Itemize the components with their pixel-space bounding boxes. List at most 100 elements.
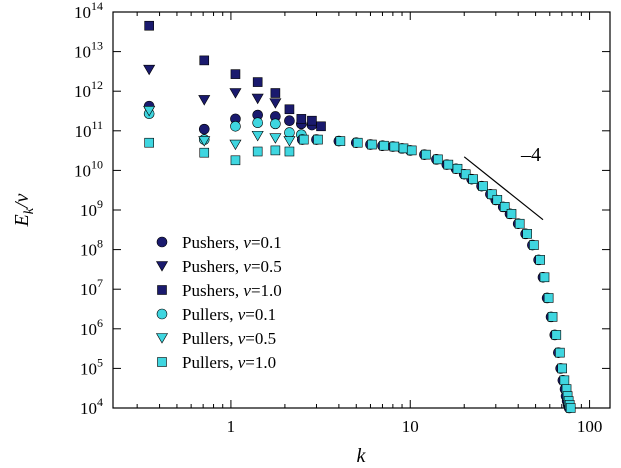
series-pushers-0-5 [143, 64, 282, 109]
curve-point-puller [433, 154, 443, 165]
legend-label: Pushers, v=0.1 [182, 233, 282, 252]
curve-point-puller [547, 312, 558, 322]
legend-marker [157, 285, 167, 295]
data-point [143, 64, 156, 76]
curve-point-puller [460, 169, 471, 180]
y-axis-title-group: Ek/v [11, 193, 37, 227]
curve-point-puller [522, 229, 532, 239]
data-point [199, 55, 210, 66]
data-point [252, 77, 263, 87]
curve-point-puller [492, 195, 503, 205]
legend-item: Pullers, v=0.5 [155, 329, 276, 348]
data-point [251, 130, 264, 142]
y-axis-ticks: 104 105 106 107 108 109 1010 1011 1012 1013 1014 [74, 0, 610, 418]
y-axis-title-denominator: /v [11, 193, 33, 209]
y-tick-label: 1012 [74, 78, 103, 101]
slope-annotation: –4 [463, 144, 544, 221]
curve-point-puller [335, 136, 346, 146]
curve-point-puller [421, 149, 431, 160]
series-pullers-1-0 [144, 137, 295, 166]
data-point [270, 88, 281, 98]
x-tick-label: 10 [402, 417, 419, 436]
curve-point-puller [565, 403, 576, 413]
curve-point-puller [535, 255, 545, 265]
data-point [251, 93, 264, 105]
data-point [284, 127, 295, 138]
data-point [269, 98, 282, 109]
data-point [229, 88, 242, 99]
curve-point-puller [543, 293, 554, 303]
data-point [199, 147, 210, 158]
data-point [296, 114, 307, 124]
legend-item: Pullers, v=1.0 [157, 353, 276, 372]
data-point [307, 115, 317, 126]
y-tick-label: 1014 [74, 0, 103, 22]
legend-label: Pullers, v=0.5 [182, 329, 276, 348]
y-tick-label: 1010 [74, 157, 103, 180]
x-tick-label: 100 [577, 417, 603, 436]
data-point [230, 69, 241, 79]
data-point [270, 118, 281, 130]
curve-point-puller [313, 134, 323, 145]
y-axis-title: Ek/v [11, 193, 37, 227]
legend-marker [156, 236, 168, 248]
slope-label: –4 [520, 144, 541, 166]
x-tick-label: 1 [227, 417, 236, 436]
legend-label: Pushers, v=1.0 [182, 281, 282, 300]
curve-point-puller [499, 202, 510, 212]
legend-label: Pushers, v=0.5 [182, 257, 282, 276]
legend-marker [156, 308, 168, 320]
data-point [230, 120, 241, 132]
y-tick-label: 1013 [74, 39, 103, 62]
legend: Pushers, v=0.1 Pushers, v=0.5 Pushers, v=1… [155, 233, 282, 372]
curve-point-puller [478, 181, 488, 191]
legend-item: Pushers, v=0.5 [155, 257, 282, 276]
plot-frame [112, 11, 611, 409]
curve-point-puller [443, 159, 454, 170]
legend-item: Pushers, v=1.0 [157, 281, 282, 300]
curve-point-puller [298, 134, 309, 145]
curve-point-puller [379, 140, 389, 151]
data-point [144, 137, 154, 148]
curve-point-puller [487, 189, 497, 200]
data-markers [143, 20, 576, 414]
y-tick-label: 107 [80, 276, 103, 299]
y-tick-label: 109 [80, 197, 103, 220]
y-tick-label: 105 [80, 355, 103, 378]
legend-label: Pullers, v=1.0 [182, 353, 276, 372]
legend-item: Pullers, v=0.1 [156, 305, 276, 324]
x-axis-ticks: 1 10 100 [136, 12, 603, 436]
data-point [269, 133, 282, 144]
data-point [198, 123, 210, 135]
data-point [229, 139, 242, 151]
curve-point-puller [551, 330, 562, 340]
data-point [230, 155, 241, 166]
data-point [252, 117, 263, 129]
curve-point-puller [398, 143, 409, 154]
y-axis-title-subscript: k [22, 207, 37, 214]
overlapping-curve [296, 134, 576, 414]
data-point [252, 146, 263, 157]
curve-point-puller [555, 347, 565, 358]
data-point [144, 20, 154, 31]
legend-marker [155, 333, 169, 344]
data-point [316, 121, 326, 132]
plot-area [112, 11, 611, 409]
y-tick-label: 1011 [74, 118, 103, 141]
series-pushers-1-0 [144, 20, 326, 132]
slope-line [463, 156, 544, 221]
curve-point-puller [468, 174, 478, 184]
y-tick-label: 108 [80, 237, 103, 260]
legend-marker [155, 261, 169, 272]
curve-point-puller [559, 375, 570, 386]
curve-point-puller [352, 137, 363, 148]
curve-point-puller [514, 218, 525, 229]
series-pullers-0-1 [143, 108, 307, 145]
data-point [270, 145, 281, 156]
curve-point-puller [452, 163, 463, 174]
curve-point-puller [557, 363, 567, 374]
legend-label: Pullers, v=0.1 [182, 305, 276, 324]
data-point [284, 115, 295, 126]
curve-point-puller [529, 240, 539, 250]
y-tick-label: 106 [80, 316, 103, 339]
